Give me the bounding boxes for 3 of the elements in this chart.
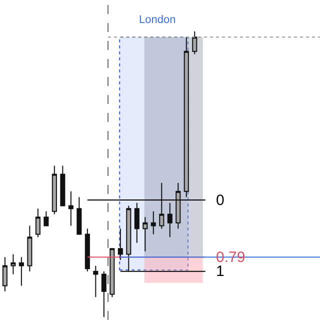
text: 0 <box>216 192 224 209</box>
text: 1 <box>216 263 224 280</box>
text: London <box>139 14 176 26</box>
